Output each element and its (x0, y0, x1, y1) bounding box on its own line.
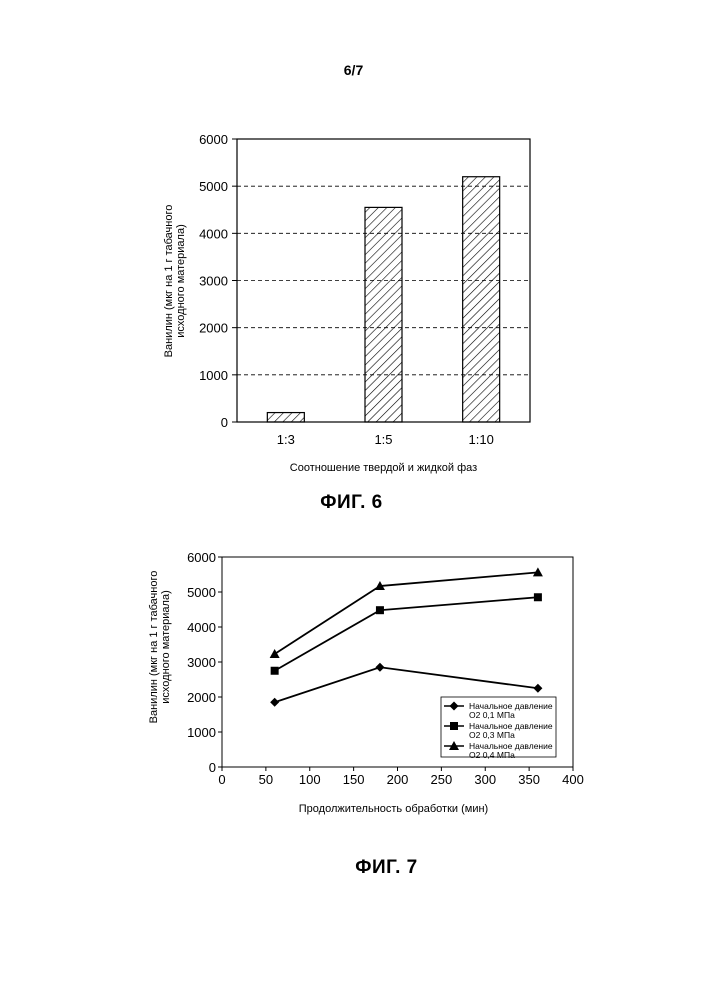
square-marker (450, 722, 458, 730)
y-tick-label: 6000 (187, 550, 216, 565)
legend-label: O2 0,1 МПа (469, 710, 515, 720)
y-tick-label: 2000 (187, 690, 216, 705)
y-axis-title: Ванилин (мкг на 1 г табачногоисходного м… (148, 571, 172, 724)
diamond-marker (270, 698, 279, 707)
x-tick-label: 400 (562, 772, 584, 787)
figure-caption-7: ФИГ. 7 (33, 857, 707, 879)
series-line (275, 597, 538, 671)
diamond-marker (375, 663, 384, 672)
x-tick-label: 350 (518, 772, 540, 787)
triangle-marker (270, 649, 280, 658)
square-marker (271, 667, 279, 675)
x-tick-label: 150 (343, 772, 365, 787)
figure-caption-6: ФИГ. 6 (0, 492, 705, 514)
y-tick-label: 0 (209, 760, 216, 775)
y-tick-label: 5000 (187, 585, 216, 600)
legend-label: O2 0,4 МПа (469, 750, 515, 760)
y-axis-title-line: исходного материала) (160, 590, 172, 704)
y-tick-label: 4000 (187, 620, 216, 635)
y-tick-label: 3000 (187, 655, 216, 670)
x-tick-label: 300 (474, 772, 496, 787)
x-tick-label: 200 (387, 772, 409, 787)
square-marker (534, 593, 542, 601)
square-marker (376, 606, 384, 614)
x-tick-label: 50 (259, 772, 273, 787)
series-line (275, 572, 538, 654)
x-tick-label: 100 (299, 772, 321, 787)
diamond-marker (533, 684, 542, 693)
x-axis-title: Продолжительность обработки (мин) (299, 803, 488, 815)
legend-label: O2 0,3 МПа (469, 730, 515, 740)
x-tick-label: 0 (218, 772, 225, 787)
x-tick-label: 250 (431, 772, 453, 787)
y-tick-label: 1000 (187, 725, 216, 740)
y-axis-title-line: Ванилин (мкг на 1 г табачного (148, 571, 160, 724)
